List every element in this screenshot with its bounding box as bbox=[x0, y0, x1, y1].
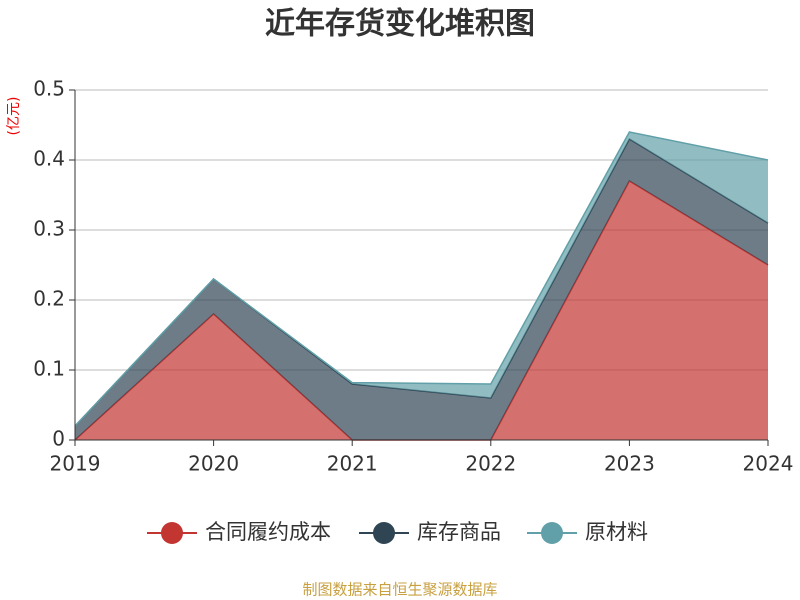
x-tick-label: 2023 bbox=[604, 452, 655, 476]
areas bbox=[74, 131, 769, 441]
y-tick-label: 0.4 bbox=[33, 147, 65, 171]
legend-marker bbox=[373, 522, 395, 544]
x-tick-label: 2024 bbox=[743, 452, 794, 476]
y-tick-label: 0.2 bbox=[33, 287, 65, 311]
legend-marker bbox=[161, 522, 183, 544]
y-tick-label: 0.3 bbox=[33, 217, 65, 241]
y-tick-label: 0 bbox=[52, 427, 65, 451]
y-unit: (亿元) bbox=[6, 97, 22, 136]
legend-marker bbox=[541, 522, 563, 544]
area-fill bbox=[75, 139, 768, 440]
legend-label: 库存商品 bbox=[417, 520, 501, 544]
area-line bbox=[74, 131, 769, 427]
x-tick-label: 2019 bbox=[50, 452, 101, 476]
x-tick-label: 2021 bbox=[327, 452, 378, 476]
area-fill bbox=[75, 181, 768, 440]
legend-label: 合同履约成本 bbox=[205, 520, 331, 544]
x-tick-label: 2020 bbox=[188, 452, 239, 476]
source-note: 制图数据来自恒生聚源数据库 bbox=[302, 581, 497, 599]
x-tick-label: 2022 bbox=[465, 452, 516, 476]
chart-title: 近年存货变化堆积图 bbox=[265, 7, 535, 42]
y-tick-label: 0.1 bbox=[33, 357, 65, 381]
y-tick-label: 0.5 bbox=[33, 77, 65, 101]
legend-label: 原材料 bbox=[585, 520, 648, 544]
